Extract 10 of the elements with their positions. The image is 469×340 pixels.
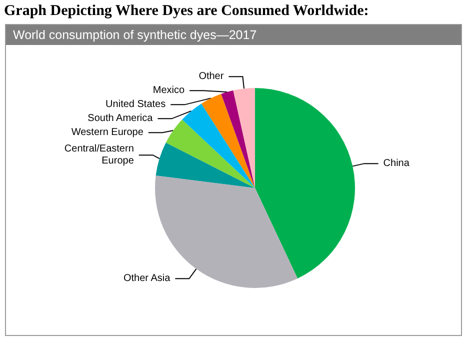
slice-label: China bbox=[383, 158, 410, 170]
slice-label: South America bbox=[88, 113, 154, 124]
slice-label: United States bbox=[106, 99, 166, 110]
slice-label: Mexico bbox=[152, 85, 185, 96]
slice-label: Other bbox=[198, 71, 224, 82]
slice-label: Central/Eastern Europe bbox=[64, 144, 134, 167]
slice-label: Western Europe bbox=[71, 127, 144, 138]
chart-subtitle: World consumption of synthetic dyes—2017 bbox=[6, 25, 461, 45]
chart-title: Graph Depicting Where Dyes are Consumed Worldwide: bbox=[4, 3, 369, 20]
slice-label: Other Asia bbox=[123, 273, 171, 284]
